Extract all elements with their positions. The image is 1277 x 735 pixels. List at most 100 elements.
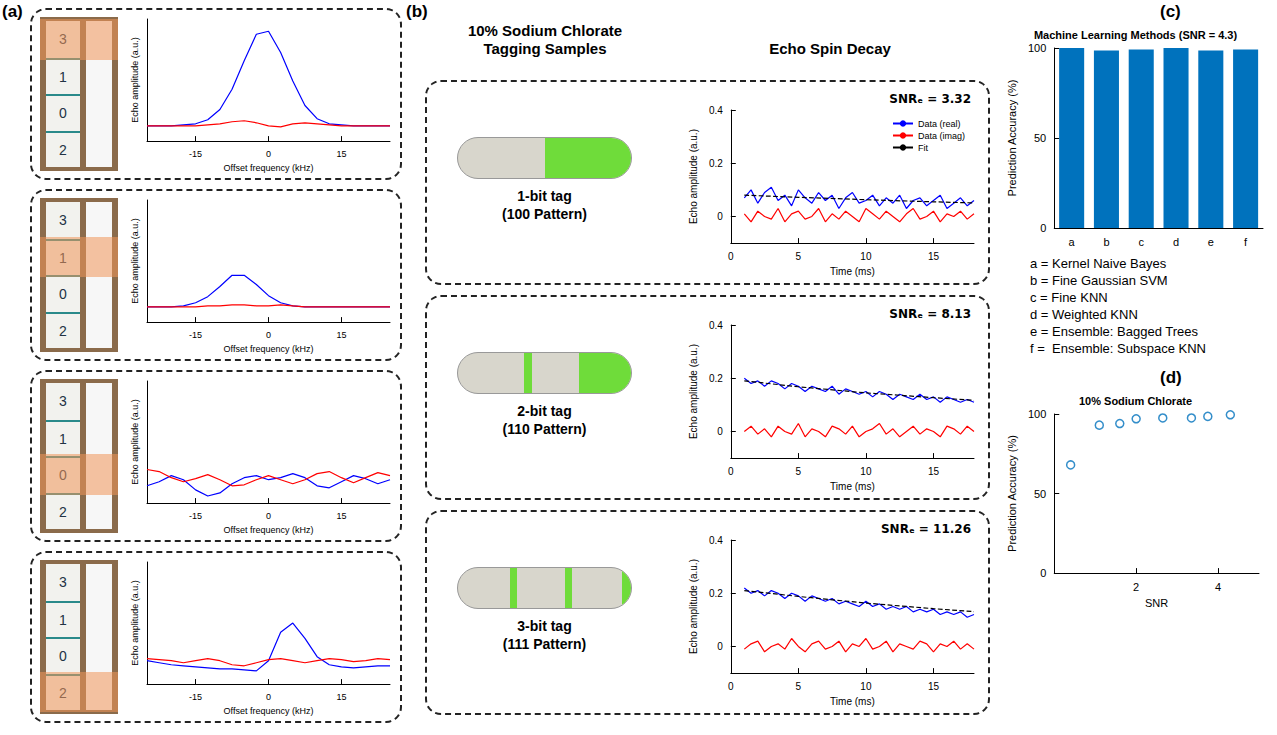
html-text:2: 2 — [59, 322, 67, 339]
html-text:1: 1 — [59, 68, 67, 85]
svg-text:0.4: 0.4 — [709, 320, 723, 331]
html-text:3-bit tag: 3-bit tag — [517, 618, 572, 634]
html-text:Echo Spin Decay: Echo Spin Decay — [769, 40, 891, 57]
html-text:d = Weighted KNN: d = Weighted KNN — [1030, 307, 1138, 322]
svg-text:15: 15 — [928, 681, 940, 692]
html-text:b = Fine Gaussian SVM: b = Fine Gaussian SVM — [1030, 273, 1168, 288]
svg-text:5: 5 — [796, 681, 802, 692]
svg-text:0: 0 — [1040, 567, 1046, 579]
svg-text:0.2: 0.2 — [709, 588, 723, 599]
svg-text:Offset frequency (kHz): Offset frequency (kHz) — [224, 525, 314, 535]
html-text:(a): (a) — [2, 2, 23, 21]
svg-text:Data (real): Data (real) — [918, 119, 961, 129]
html-text:3: 3 — [59, 212, 67, 229]
svg-text:Echo amplitude (a.u.): Echo amplitude (a.u.) — [130, 37, 140, 123]
svg-text:SNRₑ = 11.26: SNRₑ = 11.26 — [881, 522, 971, 536]
svg-text:SNRₑ = 3.32: SNRₑ = 3.32 — [889, 92, 971, 106]
svg-text:10: 10 — [860, 681, 872, 692]
svg-text:Echo amplitude (a.u.): Echo amplitude (a.u.) — [130, 218, 140, 304]
svg-text:a: a — [1069, 236, 1076, 248]
html-text:a = Kernel Naive Bayes: a = Kernel Naive Bayes — [1030, 256, 1167, 271]
svg-text:Offset frequency (kHz): Offset frequency (kHz) — [224, 344, 314, 354]
svg-text:-15: -15 — [189, 511, 202, 521]
html-text:e = Ensemble: Bagged Trees: e = Ensemble: Bagged Trees — [1030, 324, 1198, 339]
svg-text:50: 50 — [1034, 488, 1046, 500]
html-text:f = Ensemble: Subspace KNN: f = Ensemble: Subspace KNN — [1030, 341, 1206, 356]
svg-text:0.2: 0.2 — [709, 158, 723, 169]
svg-text:0: 0 — [266, 330, 271, 340]
svg-text:15: 15 — [928, 466, 940, 477]
svg-text:0.2: 0.2 — [709, 373, 723, 384]
svg-text:-15: -15 — [189, 692, 202, 702]
svg-text:Time (ms): Time (ms) — [830, 696, 875, 707]
html-text:(100 Pattern): (100 Pattern) — [502, 206, 587, 222]
svg-text:0: 0 — [1040, 222, 1046, 234]
svg-text:0: 0 — [266, 692, 271, 702]
html-text:(d): (d) — [1160, 368, 1182, 387]
svg-text:5: 5 — [796, 466, 802, 477]
html-text:10% Sodium Chlorate Tagging Sa: 10% Sodium Chlorate Tagging Samples — [467, 22, 623, 57]
html-text:(110 Pattern): (110 Pattern) — [502, 421, 587, 437]
html-text:1-bit tag: 1-bit tag — [517, 188, 572, 204]
svg-text:Fit: Fit — [918, 143, 928, 153]
svg-text:SNR: SNR — [1145, 597, 1168, 609]
html-text:1: 1 — [59, 430, 67, 447]
svg-text:0: 0 — [717, 641, 723, 652]
svg-text:d: d — [1173, 236, 1179, 248]
svg-text:c: c — [1138, 236, 1144, 248]
svg-text:10% Sodium Chlorate: 10% Sodium Chlorate — [1079, 395, 1192, 407]
svg-text:0: 0 — [266, 149, 271, 159]
svg-text:SNRₑ = 8.13: SNRₑ = 8.13 — [889, 307, 971, 321]
svg-text:Offset frequency (kHz): Offset frequency (kHz) — [224, 706, 314, 716]
svg-text:-15: -15 — [189, 149, 202, 159]
html-text:0: 0 — [59, 286, 67, 303]
html-text:(b): (b) — [406, 2, 428, 21]
svg-text:0: 0 — [717, 426, 723, 437]
html-text:3: 3 — [59, 31, 67, 48]
html-text:1: 1 — [59, 249, 67, 266]
svg-text:Echo amplitude (a.u.): Echo amplitude (a.u.) — [688, 559, 699, 654]
svg-text:Echo amplitude (a.u.): Echo amplitude (a.u.) — [130, 580, 140, 666]
svg-text:Time (ms): Time (ms) — [830, 266, 875, 277]
svg-text:Echo amplitude (a.u.): Echo amplitude (a.u.) — [688, 344, 699, 439]
svg-text:0: 0 — [728, 466, 734, 477]
svg-text:e: e — [1208, 236, 1214, 248]
svg-text:4: 4 — [1215, 581, 1221, 593]
html-text:(111 Pattern): (111 Pattern) — [502, 636, 587, 652]
svg-text:15: 15 — [336, 692, 346, 702]
html-text:c = Fine KNN: c = Fine KNN — [1030, 290, 1108, 305]
svg-text:10: 10 — [860, 251, 872, 262]
html-text:(c): (c) — [1160, 2, 1181, 21]
svg-text:100: 100 — [1028, 42, 1046, 54]
svg-text:0: 0 — [717, 211, 723, 222]
svg-text:0: 0 — [728, 251, 734, 262]
html-text:2: 2 — [59, 141, 67, 158]
svg-text:Offset frequency (kHz): Offset frequency (kHz) — [224, 163, 314, 173]
svg-text:15: 15 — [928, 251, 940, 262]
svg-text:-15: -15 — [189, 330, 202, 340]
svg-text:15: 15 — [336, 330, 346, 340]
html-text:2-bit tag: 2-bit tag — [517, 403, 572, 419]
svg-text:Echo amplitude (a.u.): Echo amplitude (a.u.) — [130, 399, 140, 485]
svg-text:Data (imag): Data (imag) — [918, 131, 965, 141]
svg-text:0.4: 0.4 — [709, 535, 723, 546]
svg-text:Echo amplitude (a.u.): Echo amplitude (a.u.) — [688, 129, 699, 224]
svg-text:Prediction Accuracy (%): Prediction Accuracy (%) — [1006, 80, 1018, 197]
svg-text:50: 50 — [1034, 132, 1046, 144]
svg-text:15: 15 — [336, 511, 346, 521]
svg-text:0.4: 0.4 — [709, 105, 723, 116]
svg-text:0: 0 — [728, 681, 734, 692]
svg-text:100: 100 — [1028, 408, 1046, 420]
html-text:0: 0 — [59, 105, 67, 122]
svg-text:0: 0 — [266, 511, 271, 521]
svg-text:Prediction Accuracy (%): Prediction Accuracy (%) — [1006, 435, 1018, 552]
svg-text:Time (ms): Time (ms) — [830, 481, 875, 492]
svg-text:f: f — [1244, 236, 1248, 248]
svg-text:15: 15 — [336, 149, 346, 159]
svg-text:Machine Learning Methods (SNR: Machine Learning Methods (SNR = 4.3) — [1034, 29, 1238, 41]
html-text:3: 3 — [59, 393, 67, 410]
svg-text:10: 10 — [860, 466, 872, 477]
svg-text:b: b — [1103, 236, 1109, 248]
svg-text:5: 5 — [796, 251, 802, 262]
svg-text:2: 2 — [1133, 581, 1139, 593]
